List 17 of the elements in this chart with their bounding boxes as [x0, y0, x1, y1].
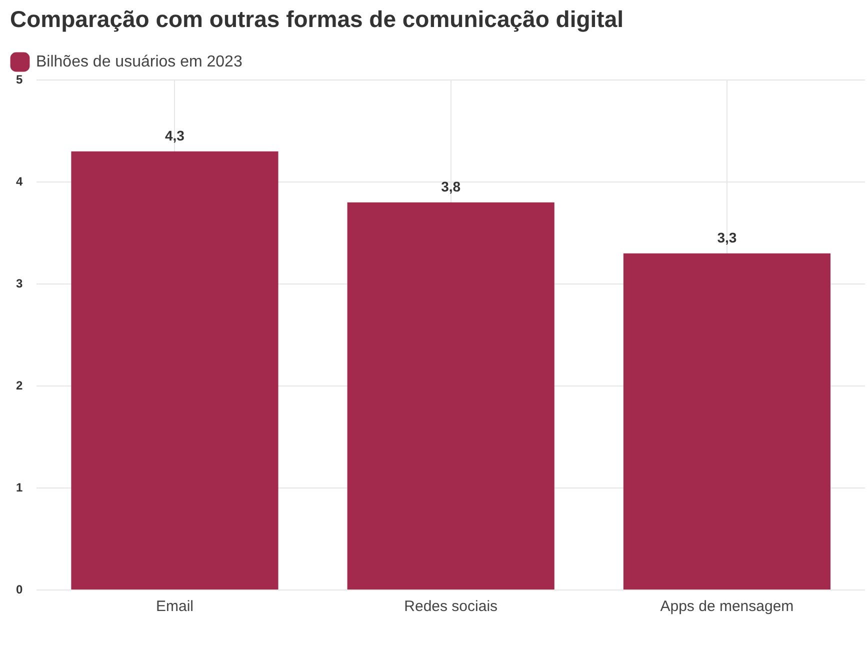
data-label: 3,3	[717, 229, 737, 246]
y-tick-label: 3	[16, 276, 23, 290]
data-label: 4,3	[164, 127, 185, 144]
bar	[347, 202, 554, 590]
bar	[71, 151, 278, 590]
data-label: 3,8	[441, 178, 461, 194]
y-tick-label: 5	[16, 72, 23, 86]
y-tick-label: 1	[16, 480, 23, 494]
bar	[623, 253, 830, 590]
legend-label: Bilhões de usuários em 2023	[36, 53, 242, 70]
chart-title: Comparação com outras formas de comunicação digital	[10, 6, 624, 33]
y-tick-label: 4	[16, 174, 23, 188]
x-tick-label: Email	[156, 598, 194, 616]
x-tick-label: Apps de mensagem	[660, 598, 794, 616]
x-tick-label: Redes sociais	[404, 598, 498, 616]
y-tick-label: 0	[16, 582, 23, 596]
y-tick-label: 2	[16, 378, 23, 392]
